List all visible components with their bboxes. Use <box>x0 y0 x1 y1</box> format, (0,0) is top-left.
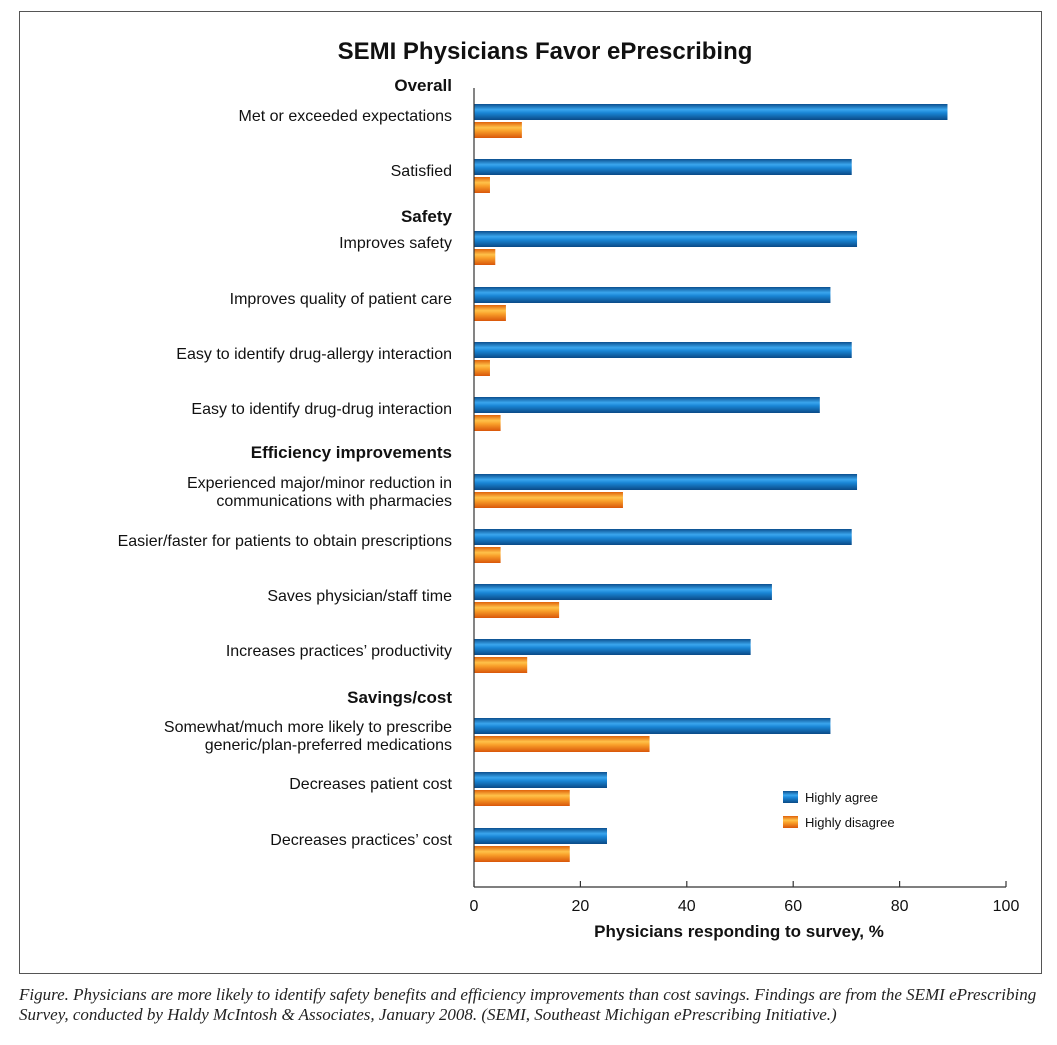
category-label: Improves quality of patient care <box>230 291 452 308</box>
x-tick-label: 60 <box>784 898 802 915</box>
group-heading: Savings/cost <box>347 688 452 707</box>
category-label: Easier/faster for patients to obtain pre… <box>118 533 452 550</box>
category-label: generic/plan-preferred medications <box>205 737 452 754</box>
x-axis-label: Physicians responding to survey, % <box>594 922 884 941</box>
bar-highly-agree <box>474 231 858 247</box>
bar-highly-agree <box>474 287 831 303</box>
x-tick-label: 20 <box>572 898 590 915</box>
legend-swatch-highly-disagree <box>783 816 798 828</box>
legend-swatch-highly-agree <box>783 791 798 803</box>
category-label: Easy to identify drug-drug interaction <box>191 401 452 418</box>
plot-area: Overall Met or exceeded expectations Satis… <box>118 76 1020 915</box>
bar-highly-agree <box>474 397 820 413</box>
category-label: Decreases practices’ cost <box>270 832 452 849</box>
category-label: Decreases patient cost <box>289 776 452 793</box>
bar-highly-disagree <box>474 736 650 752</box>
x-tick-label: 100 <box>993 898 1020 915</box>
category-label: Experienced major/minor reduction in <box>187 475 452 492</box>
chart: SEMI Physicians Favor ePrescribing Overa… <box>118 38 1020 941</box>
legend-label: Highly disagree <box>805 815 895 830</box>
x-tick-label: 0 <box>470 898 479 915</box>
figure-frame <box>19 11 1042 974</box>
bar-highly-disagree <box>474 360 490 376</box>
category-label: Satisfied <box>391 163 452 180</box>
category-label: Improves safety <box>339 235 452 252</box>
bar-highly-agree <box>474 529 852 545</box>
category-label: Easy to identify drug-allergy interactio… <box>176 346 452 363</box>
bar-highly-disagree <box>474 122 522 138</box>
legend-label: Highly agree <box>805 790 878 805</box>
bar-highly-disagree <box>474 846 570 862</box>
category-label: Increases practices’ productivity <box>226 643 452 660</box>
bar-highly-agree <box>474 584 772 600</box>
bar-highly-disagree <box>474 305 506 321</box>
category-label: Met or exceeded expectations <box>239 108 452 125</box>
bar-highly-disagree <box>474 415 501 431</box>
bar-highly-agree <box>474 474 858 490</box>
bar-highly-agree <box>474 104 948 120</box>
bar-highly-disagree <box>474 602 560 618</box>
bar-highly-agree <box>474 828 607 844</box>
bar-highly-agree <box>474 718 831 734</box>
group-heading: Safety <box>401 207 453 226</box>
x-tick-label: 40 <box>678 898 696 915</box>
bar-highly-disagree <box>474 492 623 508</box>
group-heading: Efficiency improvements <box>251 443 452 462</box>
figure-caption: Figure. Physicians are more likely to id… <box>19 985 1037 1024</box>
bar-highly-disagree <box>474 790 570 806</box>
category-label: Somewhat/much more likely to prescribe <box>164 719 452 736</box>
bar-highly-agree <box>474 639 751 655</box>
bar-highly-disagree <box>474 177 490 193</box>
bar-highly-disagree <box>474 657 528 673</box>
bar-highly-agree <box>474 342 852 358</box>
group-heading: Overall <box>394 76 452 95</box>
x-tick-label: 80 <box>891 898 909 915</box>
bar-highly-disagree <box>474 249 496 265</box>
category-label: communications with pharmacies <box>216 493 452 510</box>
category-label: Saves physician/staff time <box>267 588 452 605</box>
bar-highly-disagree <box>474 547 501 563</box>
chart-title: SEMI Physicians Favor ePrescribing <box>338 38 753 65</box>
bar-highly-agree <box>474 159 852 175</box>
bar-highly-agree <box>474 772 607 788</box>
